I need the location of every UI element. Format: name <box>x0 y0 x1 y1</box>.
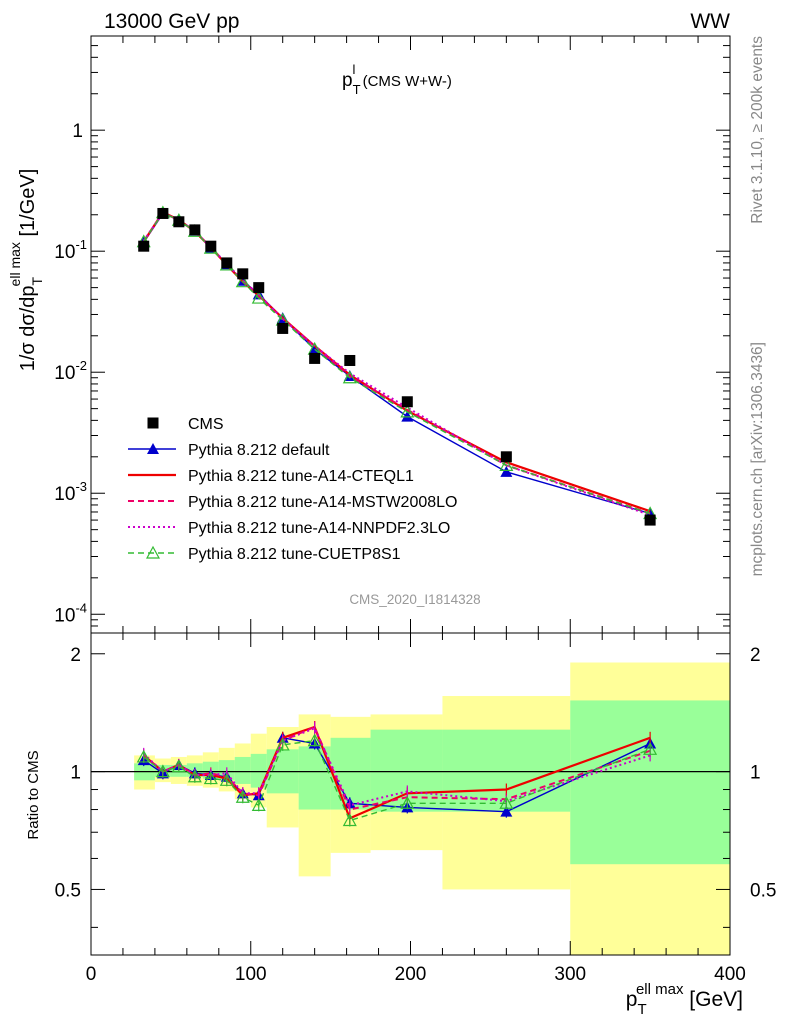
ratio-point <box>499 796 514 809</box>
legend-swatch-marker <box>145 545 161 559</box>
legend: CMS Pythia 8.212 default Pythia 8.212 tune… <box>128 416 457 563</box>
main-ylabel: 1/σ dσ/dpTell max [1/GeV] <box>7 169 45 372</box>
series-line <box>142 211 651 517</box>
legend-item: CMS <box>147 416 224 433</box>
data-point <box>500 465 513 477</box>
data-point <box>237 268 249 280</box>
main-ytick-label: 10-3 <box>54 479 87 505</box>
ratio-ytick-label-right: 1 <box>750 763 761 784</box>
data-point <box>401 410 414 422</box>
ratio-ytick-label: 1 <box>70 763 81 784</box>
legend-label: Pythia 8.212 default <box>188 442 330 459</box>
main-ytick-label: 10-4 <box>54 600 87 626</box>
ratio-xtick-label: 300 <box>554 964 586 985</box>
plot-title: pTl (CMS W+W-) <box>342 62 452 97</box>
ratio-point <box>203 771 218 785</box>
main-ytick-label: 1 <box>72 121 83 142</box>
ratio-point <box>400 796 415 809</box>
main-marks <box>136 205 658 526</box>
legend-item: Pythia 8.212 tune-CUETP8S1 <box>128 545 401 563</box>
ratio-point <box>155 764 170 778</box>
ratio-point <box>187 769 202 783</box>
data-point <box>400 404 415 418</box>
data-point <box>344 354 356 366</box>
data-point <box>138 240 150 252</box>
header-left: 13000 GeV pp <box>104 10 239 33</box>
data-point <box>253 282 265 294</box>
data-point <box>499 458 514 471</box>
svg-text:pTell max [GeV]: pTell max [GeV] <box>626 981 743 1018</box>
band-inner <box>234 756 251 784</box>
legend-item: Pythia 8.212 default <box>128 442 330 459</box>
legend-item: Pythia 8.212 tune-A14-MSTW2008LO <box>128 494 457 511</box>
ratio-point <box>219 773 234 786</box>
ratio-series-cuetp8s1 <box>136 733 658 827</box>
band-inner <box>330 737 371 810</box>
band-inner <box>570 700 730 865</box>
data-point <box>157 207 169 219</box>
series-nnpdf <box>142 211 651 517</box>
data-point <box>644 514 656 526</box>
data-point <box>235 274 250 288</box>
main-panel: 1 10-1 10-2 10-3 10-4 pTl (CMS W+W-) 1/σ dσ/… <box>7 35 731 634</box>
rivet-version: Rivet 3.1.10, ≥ 200k events <box>749 36 766 224</box>
legend-label: Pythia 8.212 tune-A14-CTEQL1 <box>188 468 414 485</box>
ratio-point <box>251 798 266 811</box>
ratio-xtick-label: 0 <box>86 964 97 985</box>
legend-label: Pythia 8.212 tune-A14-NNPDF2.3LO <box>188 520 450 537</box>
legend-item: Pythia 8.212 tune-A14-CTEQL1 <box>128 468 414 485</box>
ratio-point <box>500 805 513 817</box>
ratio-ytick-label-right: 2 <box>750 645 761 666</box>
ratio-xlabel: pTell max [GeV] <box>626 981 743 1018</box>
ratio-point <box>171 759 186 773</box>
ratio-marks <box>136 721 658 827</box>
data-point <box>251 290 266 304</box>
band-inner <box>250 753 267 788</box>
svg-text:1/σ dσ/dpTell max [1/GeV]: 1/σ dσ/dpTell max [1/GeV] <box>7 169 45 372</box>
watermark: CMS_2020_I1814328 <box>349 592 480 607</box>
main-ytick-label: 10-2 <box>54 358 87 384</box>
ratio-ytick-label-right: 0.5 <box>750 880 776 901</box>
ratio-point <box>275 737 290 751</box>
data-point <box>309 352 321 364</box>
ratio-ylabel: Ratio to CMS <box>25 750 42 839</box>
main-frame <box>90 35 731 634</box>
ratio-ytick-label: 0.5 <box>55 880 81 901</box>
legend-item: Pythia 8.212 tune-A14-NNPDF2.3LO <box>128 520 450 537</box>
legend-swatch-marker <box>147 443 159 454</box>
series-data <box>138 207 656 526</box>
main-ytick-label: 10-1 <box>54 237 87 263</box>
data-point <box>277 322 289 334</box>
data-point <box>173 216 185 228</box>
data-point <box>189 224 201 236</box>
ratio-point <box>342 813 357 827</box>
ratio-panel: 0.5 0.5 1 1 2 2 0 100 200 300 400 Ratio to CMS pTe… <box>25 632 776 1018</box>
data-point <box>500 451 512 463</box>
ratio-xtick-label: 400 <box>714 964 746 985</box>
main-axes: 1 10-1 10-2 10-3 10-4 <box>54 35 731 634</box>
ratio-ytick-label: 2 <box>70 645 81 666</box>
ratio-point <box>235 789 250 803</box>
data-point <box>342 370 357 384</box>
data-point <box>401 396 413 408</box>
data-point <box>221 257 233 269</box>
ratio-point <box>643 742 658 755</box>
ratio-point <box>307 733 322 747</box>
mcplots-credit: mcplots.cern.ch [arXiv:1306.3436] <box>749 342 766 576</box>
ratio-xtick-label: 100 <box>235 964 267 985</box>
data-point <box>205 240 217 252</box>
ratio-axes: 0.5 0.5 1 1 2 2 0 100 200 300 400 <box>55 633 776 985</box>
legend-label: Pythia 8.212 tune-CUETP8S1 <box>188 546 401 563</box>
ratio-line <box>143 739 651 822</box>
header-right: WW <box>690 10 730 33</box>
legend-label: CMS <box>188 416 224 433</box>
ratio-xtick-label: 200 <box>395 964 427 985</box>
legend-label: Pythia 8.212 tune-A14-MSTW2008LO <box>188 494 457 511</box>
ratio-point <box>136 749 151 763</box>
legend-swatch-marker <box>147 417 159 429</box>
